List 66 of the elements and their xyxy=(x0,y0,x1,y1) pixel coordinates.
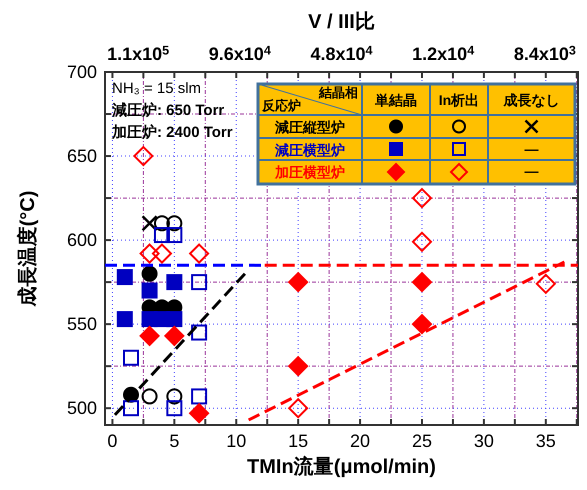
point xyxy=(412,272,432,292)
point xyxy=(154,227,170,244)
text: 9.6x10$^{4}$ xyxy=(208,43,271,64)
point xyxy=(140,326,160,346)
annotation: 成長なし xyxy=(502,92,560,108)
text: 4.8x10$^{4}$ xyxy=(310,43,373,64)
annotation: — xyxy=(524,141,538,157)
x-tick-label: 15 xyxy=(288,431,308,451)
annotation: — xyxy=(524,163,538,179)
point xyxy=(116,269,133,286)
annotation: 結晶相 xyxy=(318,85,358,100)
point xyxy=(166,388,182,404)
point xyxy=(140,244,160,264)
point xyxy=(166,400,182,416)
point xyxy=(166,227,182,244)
y-tick-label: 500 xyxy=(66,398,97,418)
y-tick-label: 700 xyxy=(66,62,97,82)
point xyxy=(412,232,432,252)
x-tick-label: 20 xyxy=(350,431,370,451)
text: 1.2x10$^{4}$ xyxy=(412,43,474,64)
point xyxy=(166,215,182,232)
x-tick-label: 35 xyxy=(536,431,556,451)
point xyxy=(191,324,208,341)
annotation: 加圧炉: 2400 Torr xyxy=(111,123,233,141)
point xyxy=(142,388,158,404)
y-tick-label: 600 xyxy=(66,230,97,250)
x-axis-title: TMIn流量(μmol/min) xyxy=(247,455,436,478)
annotation: 単結晶 xyxy=(374,92,417,108)
annotation: 減圧横型炉 xyxy=(274,142,345,158)
x-tick-label: 25 xyxy=(412,431,432,451)
annotation: In析出 xyxy=(438,92,480,108)
x-tick-label: 10 xyxy=(226,431,246,451)
annotation: NH₃ = 15 slm xyxy=(112,80,202,97)
point xyxy=(166,274,182,290)
point xyxy=(123,400,140,416)
point xyxy=(142,266,158,282)
point xyxy=(191,274,208,290)
point xyxy=(133,146,154,166)
x-tick-label: 30 xyxy=(474,431,494,451)
point xyxy=(142,282,158,299)
point xyxy=(288,272,308,292)
y-axis-title: 成長温度(°C) xyxy=(16,190,39,308)
point xyxy=(166,311,182,328)
annotation: 加圧横型炉 xyxy=(274,164,345,180)
point xyxy=(288,398,308,418)
chart-title: V / III比 xyxy=(308,11,375,33)
point xyxy=(288,356,308,376)
point xyxy=(412,314,432,334)
point xyxy=(164,326,184,346)
point xyxy=(412,188,432,208)
point xyxy=(536,274,556,294)
text: 1.1x10$^{5}$ xyxy=(107,43,170,64)
point xyxy=(123,350,140,366)
x-tick-label: 5 xyxy=(169,431,180,451)
y-tick-label: 550 xyxy=(66,314,97,334)
text: 8.4x10$^{3}$ xyxy=(514,43,576,64)
point xyxy=(189,403,210,424)
point xyxy=(154,215,170,232)
y-tick-label: 650 xyxy=(66,146,97,166)
point xyxy=(152,244,172,264)
point xyxy=(191,388,208,404)
annotation: 反応炉 xyxy=(261,98,301,113)
x-tick-label: 0 xyxy=(107,431,118,451)
point xyxy=(116,311,133,328)
annotation: 減圧縦型炉 xyxy=(274,119,345,135)
point xyxy=(189,244,210,264)
